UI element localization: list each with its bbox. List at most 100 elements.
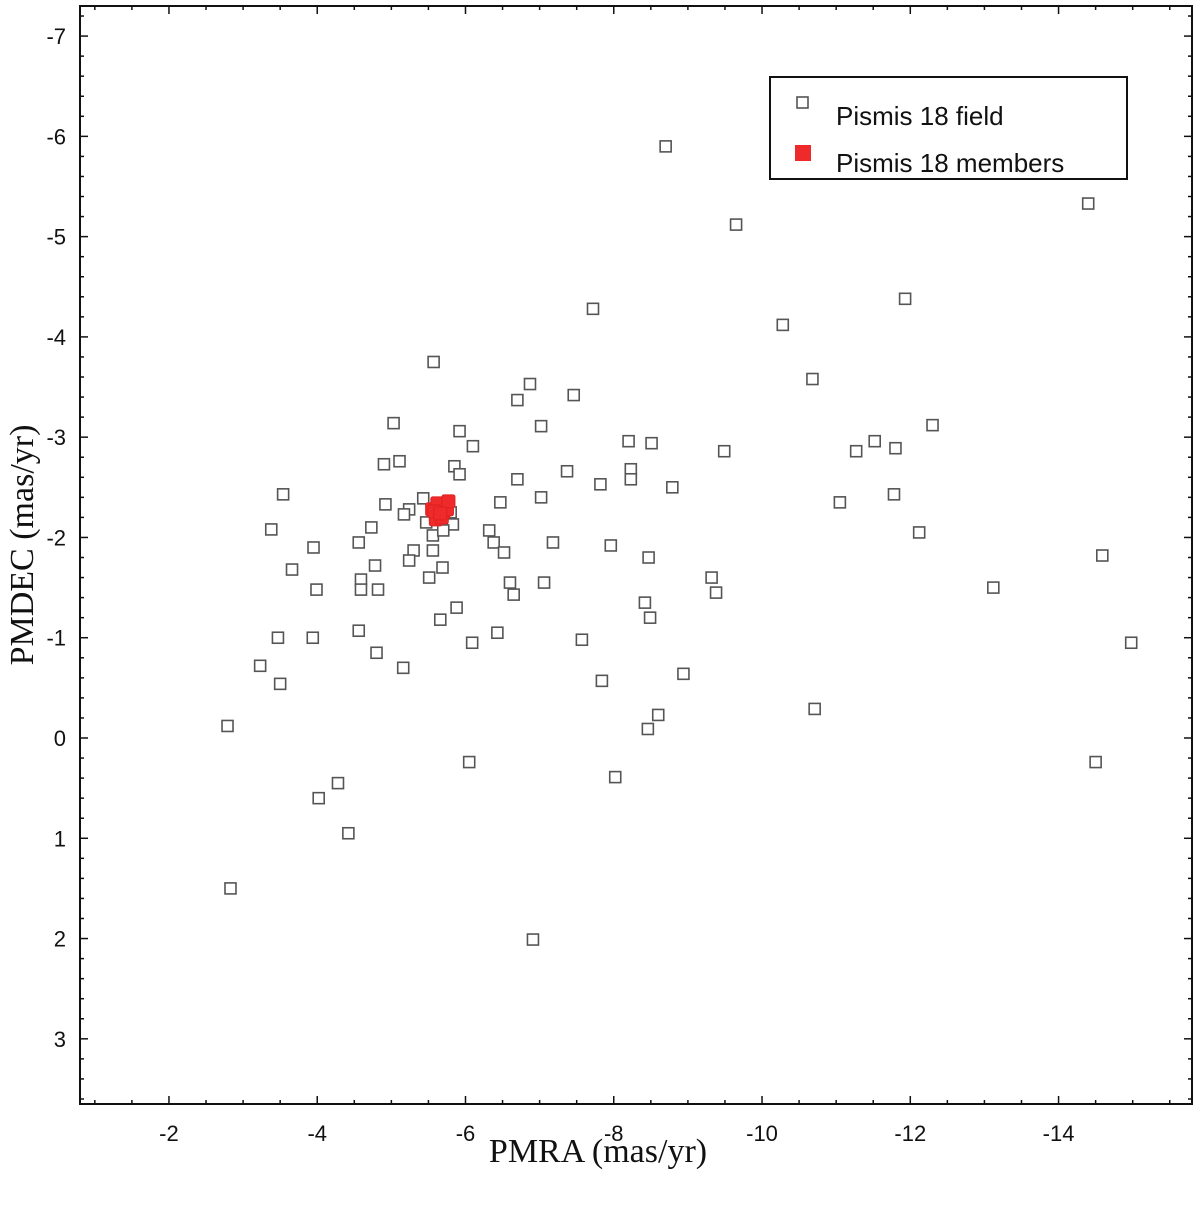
field-point [368,559,382,572]
plot-frame [79,5,1193,1105]
field-point [575,633,589,647]
field-point [645,436,658,450]
field-point [387,416,400,430]
field-point [497,546,511,559]
members-series [425,494,456,527]
field-point [465,636,479,650]
field-point [310,583,323,596]
field-point [776,318,790,332]
y-tick-label: -1 [46,626,66,651]
field-point [482,524,496,537]
field-point [352,624,366,638]
field-point [651,708,665,722]
field-point [462,755,476,769]
field-point [491,626,504,640]
field-point [643,611,657,624]
field-point [666,481,679,494]
y-tick-labels: -7 -6 -5 -4 -3 -2 -1 0 1 2 3 [46,24,66,1052]
y-tick-label: -2 [46,525,66,550]
field-point [377,457,391,471]
field-point [453,424,466,438]
field-point [717,444,731,458]
member-point [433,506,448,521]
field-point [604,539,618,552]
field-point [352,536,366,549]
field-point [331,776,345,790]
field-point [641,722,655,736]
field-point [1124,636,1138,650]
field-point [503,576,517,589]
field-point [887,488,901,501]
field-point [659,140,672,153]
field-point [1095,549,1109,562]
field-point [1089,755,1102,769]
field-point [416,492,430,505]
field-point [868,434,882,448]
field-point [427,355,440,369]
x-tick-label: -14 [1043,1121,1075,1146]
field-point [534,419,548,433]
field-point [273,677,287,691]
field-point [397,508,411,521]
field-point [436,561,449,574]
field-point [926,418,939,432]
field-point [642,551,655,564]
field-point [709,586,723,599]
y-tick-label: -4 [46,325,66,350]
x-tick-labels: -2 -4 -6 -8 -10 -12 -14 [159,1121,1074,1146]
field-point [806,372,819,386]
field-point [402,554,416,567]
legend-field-marker [796,96,809,109]
y-tick-label: 3 [54,1027,66,1052]
field-point [507,588,520,601]
field-point [494,496,507,509]
field-point [526,933,540,946]
x-tick-label: -4 [307,1121,327,1146]
x-tick-label: -10 [746,1121,778,1146]
field-point [426,529,440,542]
field-point [546,536,560,549]
field-point [586,302,600,316]
field-point [833,496,847,509]
y-tick-label: 2 [54,927,66,952]
field-point [523,377,537,391]
x-axis-title: PMRA (mas/yr) [489,1133,707,1170]
legend-members-label: Pismis 18 members [836,148,1064,178]
field-point [560,464,574,478]
field-point [608,770,622,784]
y-axis-title: PMDEC (mas/yr) [4,425,41,666]
field-point [511,393,524,407]
field-point [433,613,447,626]
field-point [342,826,355,840]
field-point [224,882,237,895]
field-series [221,140,1138,946]
field-point [371,583,385,596]
field-point [466,439,480,453]
x-tick-label: -8 [604,1121,624,1146]
y-tick-label: 1 [54,826,66,851]
field-point [426,544,440,557]
field-point [436,524,450,537]
field-point [638,596,652,609]
x-tick-label: -6 [456,1121,476,1146]
field-point [808,702,821,716]
field-point [379,498,392,511]
field-point [912,526,926,539]
field-point [849,444,863,458]
field-point [567,388,581,402]
field-point [306,631,320,645]
field-point [729,218,743,231]
field-point [705,571,718,584]
field-point [365,521,378,534]
y-tick-label: -5 [46,225,66,250]
x-tick-label: -2 [159,1121,179,1146]
field-point [889,441,902,455]
field-point [370,646,383,660]
field-point [537,576,551,589]
field-point [312,791,326,805]
field-point [487,536,500,549]
field-point [898,292,912,306]
field-point [1081,197,1095,210]
field-point [511,472,524,486]
